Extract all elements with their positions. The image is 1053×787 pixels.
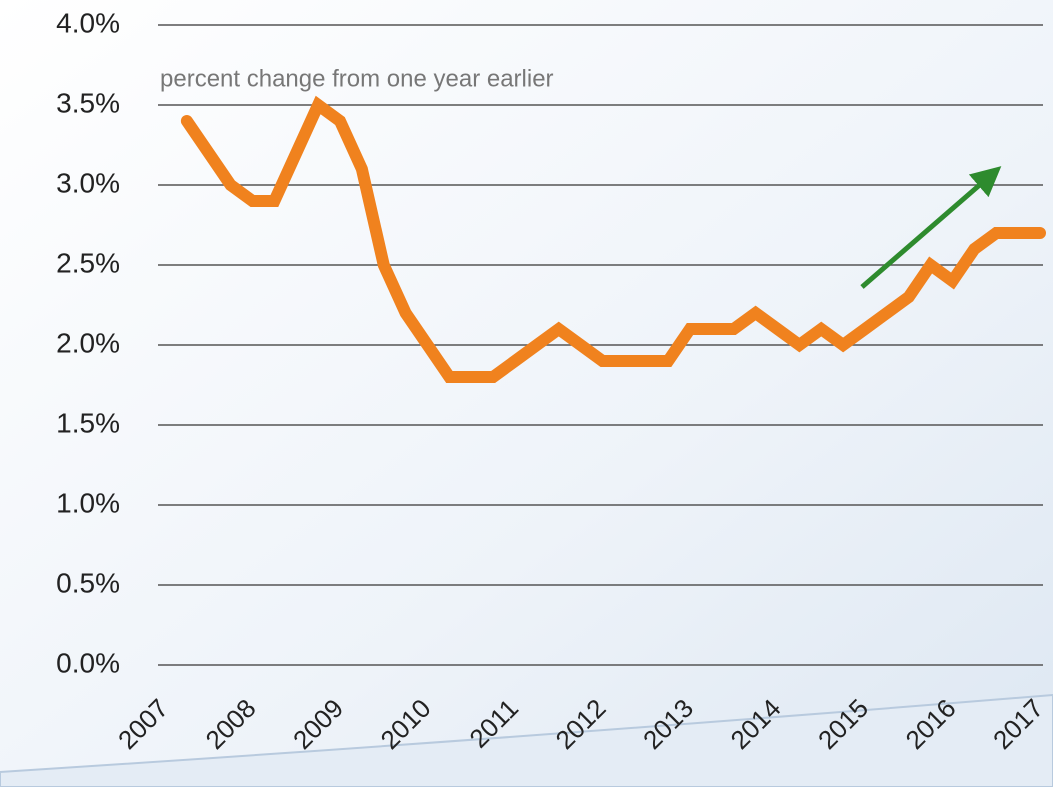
plot xyxy=(180,95,1046,383)
grid xyxy=(158,24,1043,666)
y-tick-label: 3.0% xyxy=(56,167,120,198)
y-tick-label: 1.5% xyxy=(56,407,120,438)
decor-band xyxy=(0,693,1053,787)
y-tick-label: 0.0% xyxy=(56,647,120,678)
y-tick-label: 2.5% xyxy=(56,247,120,278)
y-tick-label: 2.0% xyxy=(56,327,120,358)
trend-arrow xyxy=(860,166,1002,289)
data-line xyxy=(180,95,1046,383)
y-tick-label: 3.5% xyxy=(56,87,120,118)
y-tick-label: 4.0% xyxy=(56,7,120,38)
y-tick-label: 0.5% xyxy=(56,567,120,598)
annotation: percent change from one year earlier xyxy=(160,65,554,92)
y-tick-label: 1.0% xyxy=(56,487,120,518)
